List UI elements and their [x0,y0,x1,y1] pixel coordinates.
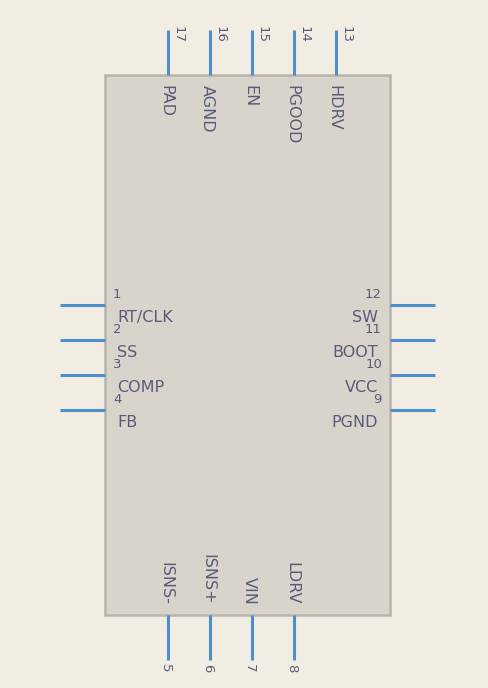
Text: COMP: COMP [117,380,164,395]
Text: 1: 1 [113,288,122,301]
Text: RT/CLK: RT/CLK [117,310,173,325]
Text: 11: 11 [365,323,382,336]
Text: EN: EN [242,85,257,107]
Text: PAD: PAD [158,85,173,117]
Text: 9: 9 [374,393,382,406]
Text: 5: 5 [159,664,172,672]
Text: HDRV: HDRV [326,85,341,131]
Text: 16: 16 [214,26,227,43]
Text: ISNS+: ISNS+ [200,555,215,605]
Text: VCC: VCC [345,380,378,395]
Text: VIN: VIN [242,577,257,605]
Text: PGND: PGND [331,415,378,430]
Text: FB: FB [117,415,137,430]
Text: SW: SW [352,310,378,325]
Text: ISNS-: ISNS- [158,562,173,605]
Text: 2: 2 [113,323,122,336]
Text: BOOT: BOOT [332,345,378,360]
Text: SS: SS [117,345,137,360]
Text: LDRV: LDRV [284,563,299,605]
Text: 10: 10 [365,358,382,371]
Text: 7: 7 [243,664,256,672]
Text: 15: 15 [256,26,269,43]
Text: 12: 12 [365,288,382,301]
Text: 3: 3 [113,358,122,371]
Text: 8: 8 [285,664,298,672]
Text: AGND: AGND [200,85,215,133]
Text: 4: 4 [113,393,122,406]
Text: PGOOD: PGOOD [284,85,299,144]
Text: 17: 17 [172,26,185,43]
Text: 6: 6 [201,664,214,672]
Bar [105,75,390,615]
Text: 13: 13 [340,26,353,43]
Text: 14: 14 [298,26,311,43]
